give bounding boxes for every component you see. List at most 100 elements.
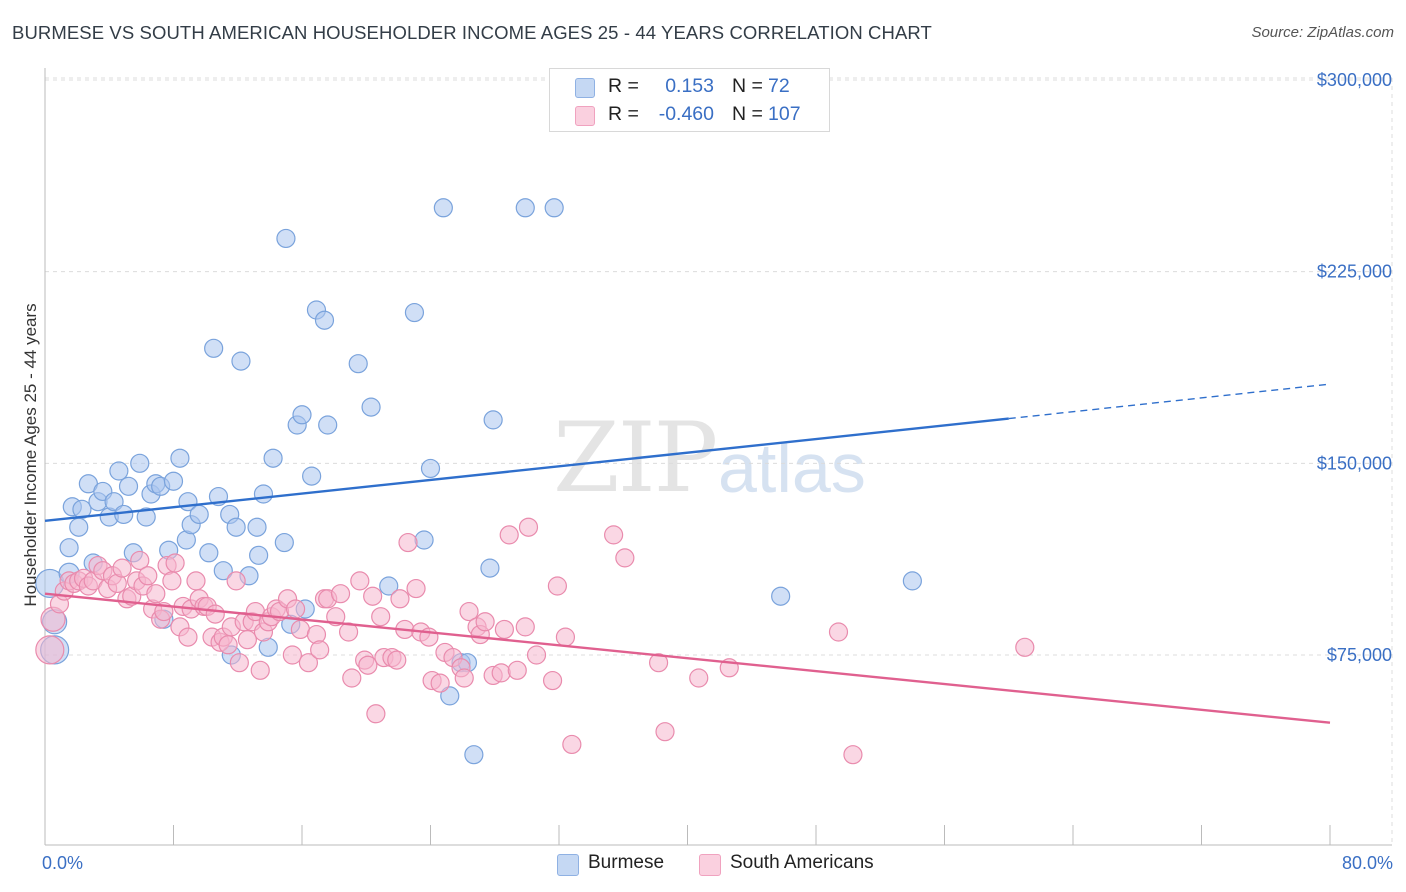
data-point (146, 584, 166, 604)
legend-label-burmese: Burmese (588, 852, 665, 873)
data-point (229, 653, 249, 673)
data-point (170, 448, 190, 468)
data-point (35, 635, 65, 665)
x-tick-label: 0.0% (42, 853, 83, 873)
data-point (843, 745, 863, 765)
data-point (247, 517, 267, 537)
legend-label-south-americans: South Americans (730, 852, 874, 873)
data-point (59, 538, 79, 558)
data-point (276, 228, 296, 249)
data-point (130, 453, 150, 473)
data-point (379, 576, 399, 596)
legend-row-burmese: R = 0.153 N = 72 (550, 73, 829, 101)
data-point (118, 476, 139, 496)
data-point (350, 571, 370, 591)
legend-swatch-burmese (557, 854, 579, 876)
data-point (771, 586, 791, 606)
legend-r-value: 0.153 (665, 75, 714, 97)
legend-r-label: R = (608, 75, 639, 97)
series-legend: Burmese South Americans (0, 851, 1406, 877)
series-layer (35, 198, 1035, 765)
data-point (249, 545, 269, 565)
data-point (371, 607, 391, 627)
legend-n-value: 107 (768, 103, 801, 125)
data-point (237, 630, 257, 650)
data-point (274, 532, 294, 553)
data-point (491, 663, 511, 683)
data-point (454, 668, 474, 688)
data-point (404, 302, 425, 323)
data-point (282, 645, 302, 665)
trend-line (44, 417, 1009, 523)
data-point (199, 543, 219, 563)
data-point (655, 722, 675, 742)
data-point (518, 517, 539, 537)
data-point (231, 351, 251, 371)
legend-row-south-americans: R = -0.460 N = 107 (550, 101, 829, 129)
legend-swatch-burmese (575, 78, 595, 98)
data-point (507, 660, 527, 680)
data-point (285, 599, 306, 619)
data-point (213, 561, 233, 581)
data-point (480, 558, 500, 578)
data-point (475, 612, 495, 632)
data-point (114, 504, 134, 525)
data-point (226, 571, 246, 591)
data-point (542, 670, 563, 691)
data-point (390, 589, 410, 609)
data-point (263, 448, 283, 468)
series-burmese (35, 198, 922, 765)
data-point (555, 627, 576, 647)
data-point (189, 504, 209, 525)
data-point (430, 673, 450, 693)
data-point (363, 586, 383, 606)
data-point (515, 617, 535, 637)
data-point (398, 532, 418, 553)
data-point (165, 553, 185, 573)
data-point (218, 635, 238, 655)
data-point (69, 517, 89, 537)
data-point (499, 525, 519, 545)
data-point (250, 660, 270, 680)
data-point (136, 507, 156, 527)
trend-line (44, 592, 1331, 724)
data-point (414, 530, 434, 550)
data-point (604, 525, 624, 545)
data-point (109, 461, 129, 481)
data-point (440, 686, 460, 706)
legend-swatch-south-americans (575, 106, 595, 126)
data-point (112, 558, 132, 578)
data-point (420, 458, 441, 479)
data-point (253, 484, 274, 504)
data-point (515, 198, 535, 218)
data-point (326, 607, 346, 627)
trend-layer (44, 383, 1331, 724)
data-point (314, 310, 335, 330)
data-point (186, 571, 206, 591)
data-point (302, 466, 322, 486)
data-point (366, 704, 386, 724)
trend-line-extension (1008, 383, 1331, 420)
data-point (138, 566, 158, 586)
series-south-americans (35, 517, 1035, 765)
data-point (361, 397, 381, 417)
data-point (130, 550, 150, 571)
legend-r-value: -0.460 (658, 103, 714, 125)
data-point (178, 627, 198, 647)
data-point (342, 668, 362, 688)
chart-title: BURMESE VS SOUTH AMERICAN HOUSEHOLDER IN… (12, 22, 932, 43)
data-point (615, 548, 635, 568)
data-point (358, 655, 378, 675)
data-point (494, 619, 514, 640)
stats-legend: R = 0.153 N = 72 R = -0.460 N = 107 (549, 68, 830, 132)
data-point (547, 576, 567, 596)
legend-n-value: 72 (768, 75, 790, 97)
data-point (162, 571, 182, 591)
source-label: Source: ZipAtlas.com (1251, 24, 1394, 41)
data-point (562, 734, 582, 755)
data-point (292, 405, 312, 425)
y-tick-label: $300,000 (1317, 70, 1392, 90)
data-point (298, 653, 319, 673)
data-point (330, 584, 351, 604)
